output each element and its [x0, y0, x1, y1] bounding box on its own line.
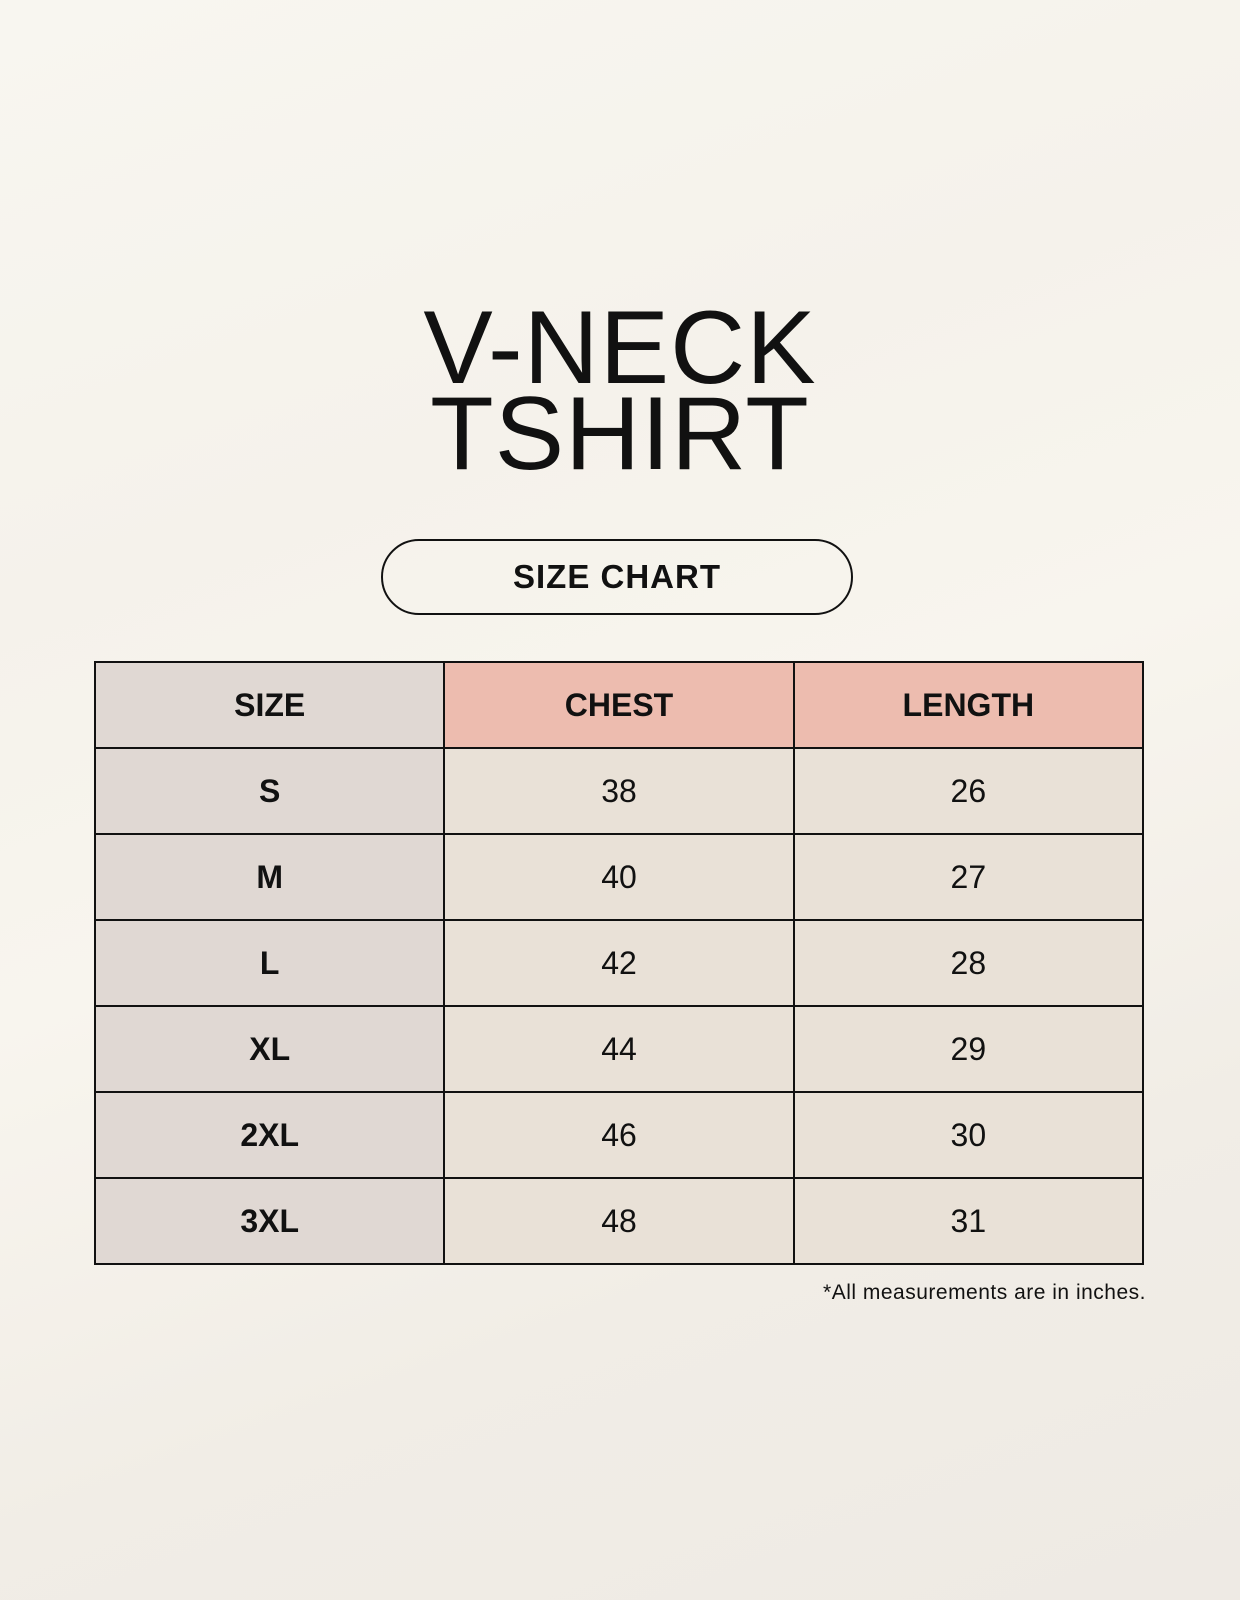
chest-cell: 48	[443, 1177, 795, 1265]
measurement-footnote: *All measurements are in inches.	[823, 1281, 1146, 1304]
size-table: SIZE CHEST LENGTH S 38 26 M 40 27 L 42 2…	[93, 661, 1145, 1265]
chest-cell: 44	[443, 1005, 795, 1093]
header-row: SIZE CHEST LENGTH	[93, 661, 1145, 749]
size-cell: 2XL	[93, 1091, 446, 1179]
page-title: V-NECK TSHIRT	[0, 290, 1240, 492]
length-cell: 28	[792, 919, 1145, 1007]
length-cell: 31	[792, 1177, 1145, 1265]
table-row: S 38 26	[93, 747, 1145, 835]
chest-cell: 40	[443, 833, 795, 921]
header-chest: CHEST	[443, 661, 795, 749]
length-cell: 29	[792, 1005, 1145, 1093]
size-cell: XL	[93, 1005, 446, 1093]
size-cell: M	[93, 833, 446, 921]
table-row: XL 44 29	[93, 1005, 1145, 1093]
table-row: L 42 28	[93, 919, 1145, 1007]
size-chart-badge: SIZE CHART	[381, 539, 853, 615]
table-row: 3XL 48 31	[93, 1177, 1145, 1265]
chest-cell: 42	[443, 919, 795, 1007]
table-row: M 40 27	[93, 833, 1145, 921]
length-cell: 27	[792, 833, 1145, 921]
size-cell: L	[93, 919, 446, 1007]
title-line-2: TSHIRT	[430, 376, 810, 492]
size-cell: 3XL	[93, 1177, 446, 1265]
length-cell: 26	[792, 747, 1145, 835]
header-size: SIZE	[93, 661, 446, 749]
chest-cell: 38	[443, 747, 795, 835]
table-row: 2XL 46 30	[93, 1091, 1145, 1179]
size-cell: S	[93, 747, 446, 835]
chest-cell: 46	[443, 1091, 795, 1179]
header-length: LENGTH	[792, 661, 1145, 749]
length-cell: 30	[792, 1091, 1145, 1179]
title-line-1: V-NECK	[423, 290, 817, 406]
